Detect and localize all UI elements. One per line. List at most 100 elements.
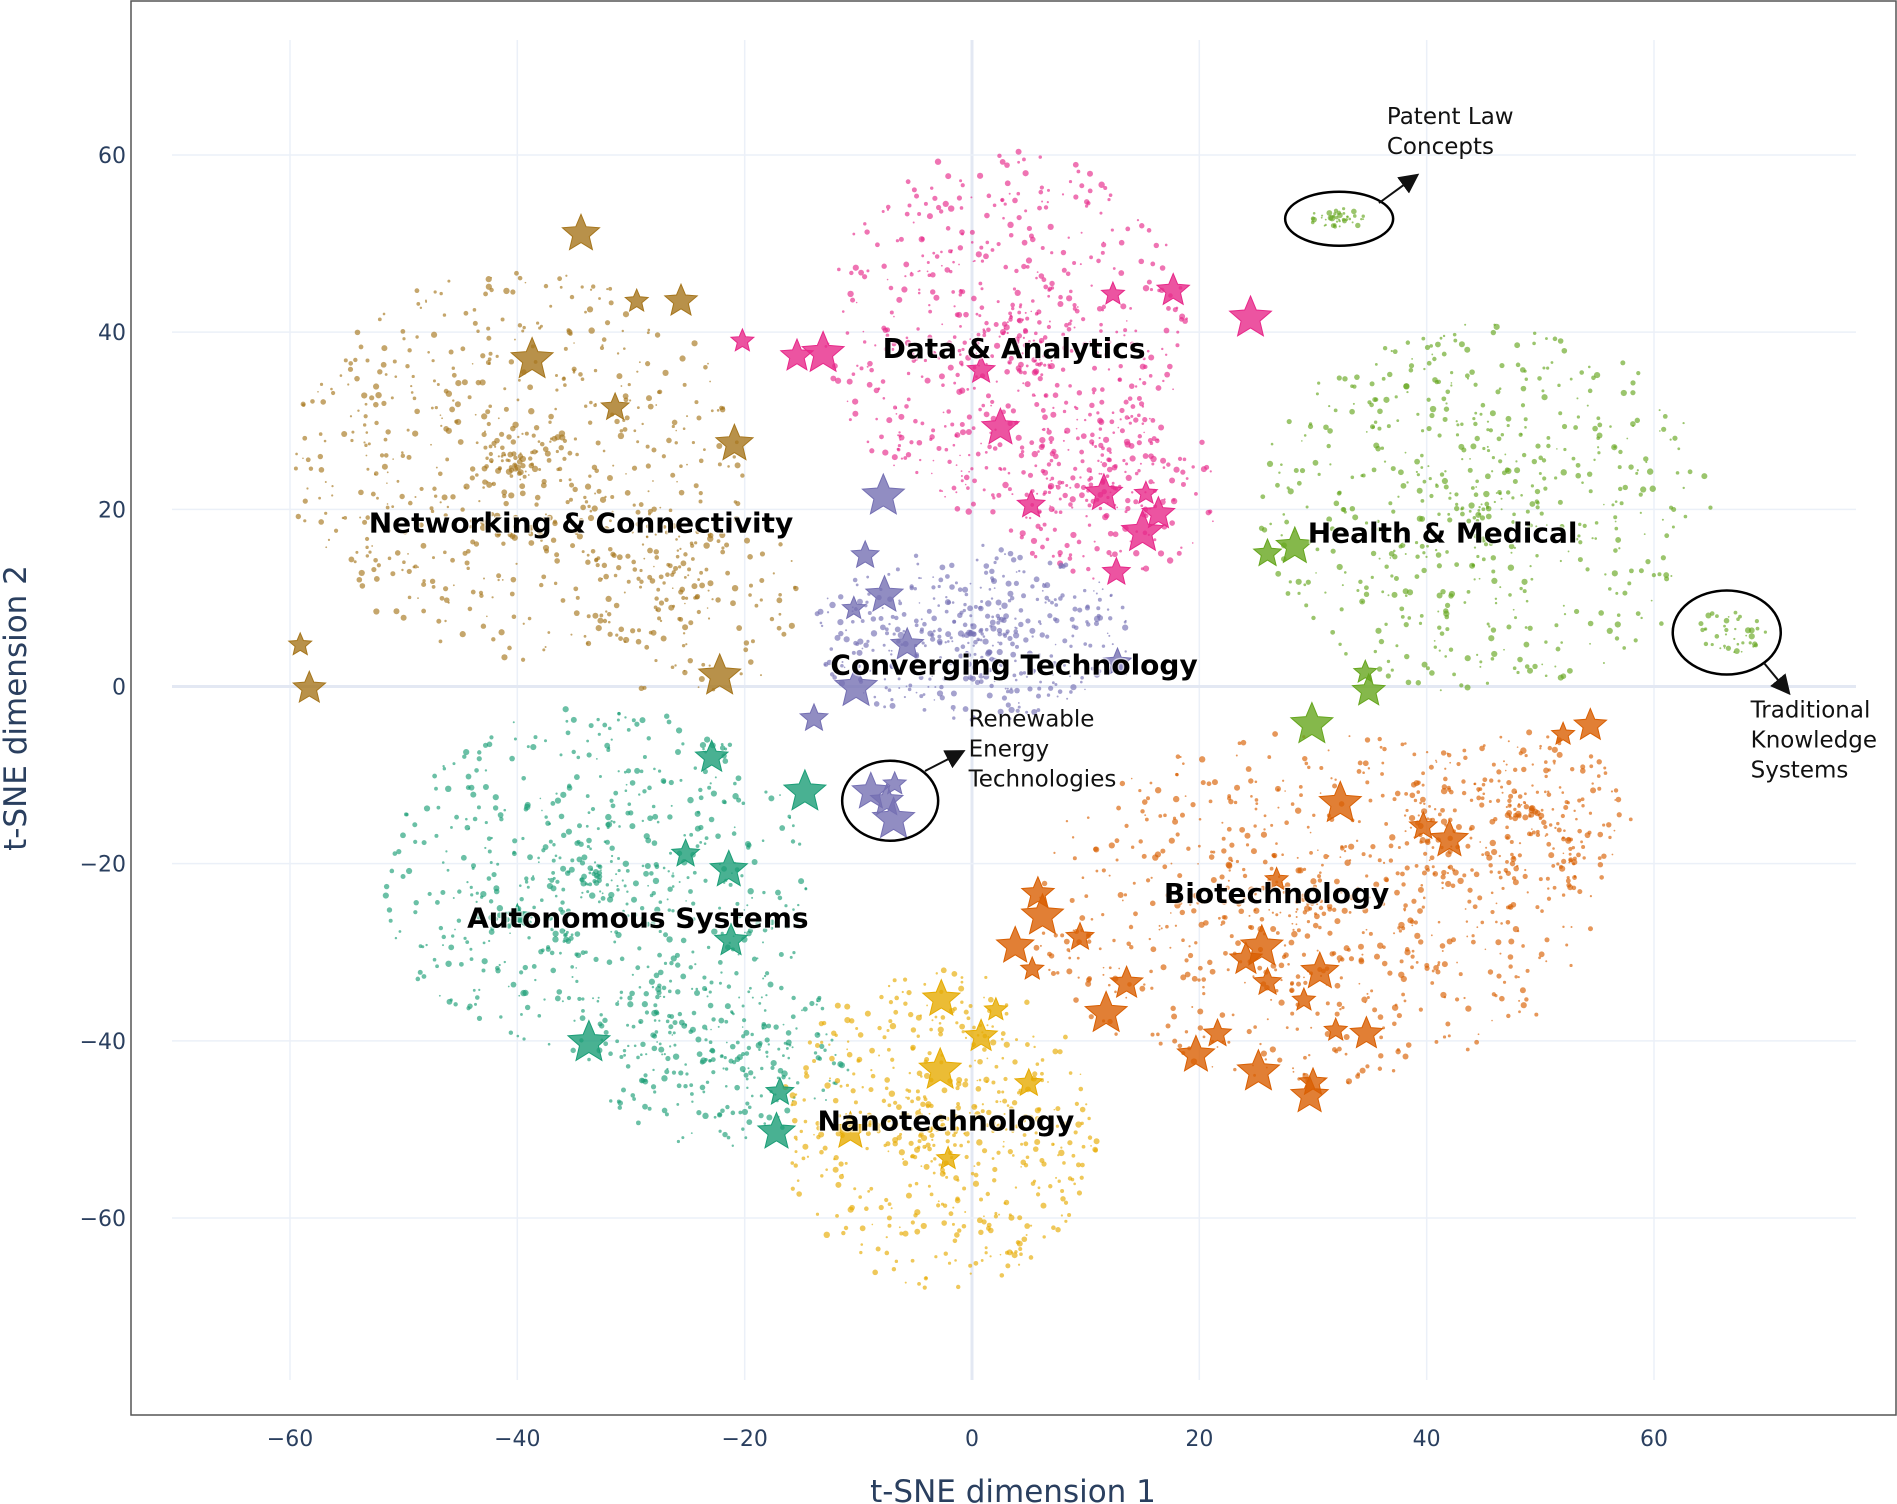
data-point: [851, 620, 855, 624]
data-point: [919, 694, 924, 699]
data-point: [593, 368, 598, 373]
data-point: [869, 1186, 874, 1191]
data-point: [570, 858, 575, 863]
data-point: [507, 985, 510, 988]
data-point: [1177, 456, 1183, 461]
data-point: [829, 647, 834, 651]
data-point: [1448, 647, 1454, 652]
data-point: [1136, 440, 1142, 446]
data-point: [1437, 625, 1442, 630]
data-point: [1208, 799, 1213, 804]
data-point: [1341, 1005, 1345, 1010]
data-point: [483, 445, 488, 450]
data-point: [1005, 631, 1009, 635]
data-point: [554, 558, 560, 564]
data-point: [673, 565, 679, 571]
data-point: [1369, 381, 1375, 387]
data-point: [707, 532, 712, 537]
data-point: [469, 885, 473, 889]
data-point: [591, 464, 598, 470]
data-point: [1169, 912, 1172, 914]
data-point: [480, 623, 487, 629]
data-point: [521, 329, 525, 333]
data-point: [968, 453, 971, 457]
data-point: [1509, 860, 1516, 867]
data-point: [1182, 762, 1185, 765]
data-point: [918, 576, 921, 580]
data-point: [1352, 384, 1357, 389]
data-point: [731, 584, 739, 592]
data-point: [1383, 460, 1387, 463]
data-point: [1429, 818, 1433, 822]
data-point: [939, 564, 946, 571]
data-point: [1148, 937, 1151, 941]
data-point: [1394, 395, 1398, 399]
data-point: [609, 845, 615, 851]
data-point: [1401, 527, 1405, 531]
data-point: [1506, 1013, 1511, 1019]
data-point: [1008, 361, 1011, 364]
data-point: [1144, 814, 1147, 817]
data-point: [1380, 793, 1385, 798]
data-point: [916, 327, 920, 331]
data-point: [862, 274, 868, 280]
data-point: [1120, 303, 1127, 310]
data-point: [1477, 1033, 1480, 1036]
data-point: [1466, 518, 1472, 524]
data-point: [1479, 745, 1485, 752]
data-point: [1236, 901, 1242, 907]
data-point: [1480, 920, 1485, 925]
data-point: [1419, 801, 1422, 805]
data-point: [655, 404, 658, 406]
data-point: [364, 443, 368, 448]
data-point: [519, 483, 526, 490]
data-point: [1125, 505, 1131, 512]
data-point: [548, 420, 552, 424]
data-point: [834, 1053, 837, 1057]
data-point: [1156, 1032, 1160, 1037]
data-point: [717, 960, 723, 965]
data-point: [1597, 786, 1602, 791]
data-point: [721, 546, 725, 550]
data-point: [758, 1048, 761, 1051]
data-point: [674, 748, 681, 755]
data-point: [1054, 510, 1058, 514]
data-point: [524, 1004, 531, 1011]
data-point: [1004, 162, 1010, 168]
data-point: [1366, 995, 1370, 999]
data-point: [1445, 550, 1449, 554]
data-point: [1570, 925, 1573, 928]
data-point: [576, 533, 583, 540]
data-point: [1480, 796, 1485, 801]
data-point: [1507, 564, 1515, 571]
data-point: [647, 884, 650, 887]
data-point: [1008, 311, 1013, 316]
data-point: [550, 927, 554, 932]
data-point: [1182, 318, 1188, 324]
data-point: [990, 597, 994, 600]
data-point: [1440, 874, 1446, 880]
data-point: [1502, 760, 1505, 763]
data-point: [746, 845, 751, 850]
data-point: [1378, 638, 1385, 645]
data-point: [439, 595, 445, 601]
data-point: [597, 996, 600, 999]
data-point: [627, 802, 632, 806]
data-point: [1148, 374, 1153, 378]
data-point: [1592, 425, 1598, 432]
data-point: [598, 774, 602, 778]
data-point: [849, 270, 854, 276]
data-point: [1338, 888, 1341, 891]
data-point: [1045, 537, 1050, 542]
data-point: [1340, 890, 1343, 894]
y-tick-label: 60: [98, 144, 126, 169]
data-point: [1453, 338, 1458, 343]
data-point: [1439, 631, 1445, 636]
data-point: [410, 391, 414, 394]
data-point: [1270, 998, 1273, 1001]
data-point: [852, 264, 859, 271]
data-point: [966, 1140, 970, 1144]
data-point: [1026, 225, 1033, 232]
data-point: [369, 395, 375, 401]
data-point: [544, 548, 550, 554]
